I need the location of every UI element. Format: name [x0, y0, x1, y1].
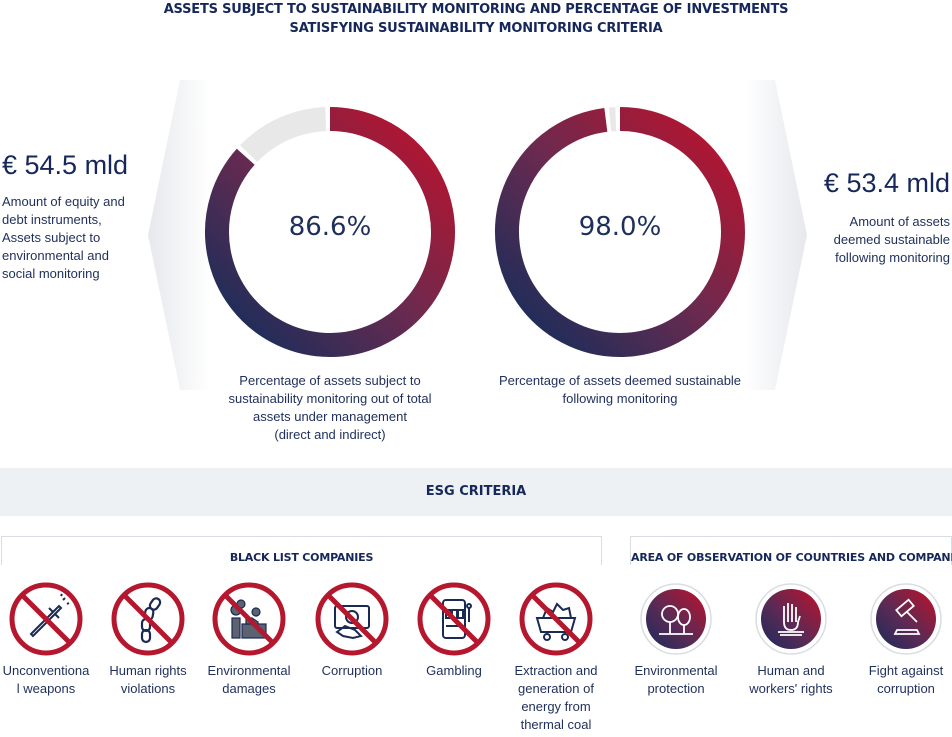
- donut-value-arc: [205, 107, 455, 357]
- item-label: Extraction and generation of energy from…: [506, 662, 606, 734]
- right-description: Amount of assets deemed sustainable foll…: [790, 213, 950, 267]
- title-line-2: SATISFYING SUSTAINABILITY MONITORING CRI…: [289, 21, 663, 36]
- item-label-line: damages: [222, 681, 276, 696]
- item-label-line: corruption: [877, 681, 935, 696]
- item-label-line: Fight against: [868, 663, 944, 678]
- item-label-line: violations: [120, 681, 176, 696]
- right-amount: € 53.4 mld: [823, 168, 950, 198]
- item-label-line: Environmental: [634, 663, 718, 678]
- missile-icon: [9, 582, 83, 656]
- item-label: Corruption: [302, 662, 402, 680]
- right-description-line: Amount of assets: [849, 214, 950, 229]
- left-description: Amount of equity and debt instruments, A…: [2, 193, 142, 283]
- left-chevron-shape: [148, 80, 210, 390]
- item-label-line: l weapons: [16, 681, 76, 696]
- gavel-icon: [870, 583, 942, 655]
- donut-ring-1: [205, 107, 455, 357]
- right-chevron-shape: [745, 80, 807, 390]
- left-description-line: Assets subject to: [2, 230, 101, 245]
- ring-2-caption: Percentage of assets deemed sustainable …: [480, 372, 760, 408]
- item-label-line: energy from: [521, 699, 591, 714]
- observation-title: AREA OF OBSERVATION OF COUNTRIES AND COM…: [631, 551, 952, 564]
- left-description-line: environmental and: [2, 248, 109, 263]
- ring-1-caption-line: Percentage of assets subject to: [239, 373, 421, 388]
- ring-2-value: 98.0%: [578, 212, 662, 242]
- left-description-line: social monitoring: [2, 266, 100, 281]
- factory-icon: [212, 582, 286, 656]
- item-label-line: Unconventiona: [2, 663, 90, 678]
- item-label: Fight against corruption: [856, 662, 952, 698]
- coal-cart-icon: [519, 582, 593, 656]
- left-description-line: debt instruments,: [2, 212, 102, 227]
- observation-item-human-workers-rights: Human and workers' rights: [741, 582, 841, 698]
- item-label-line: workers' rights: [749, 681, 833, 696]
- ring-1-value: 86.6%: [288, 212, 372, 242]
- left-panel: € 54.5 mld Amount of equity and debt ins…: [2, 150, 142, 283]
- black-list-title: BLACK LIST COMPANIES: [229, 551, 374, 564]
- item-label-line: Corruption: [321, 663, 383, 678]
- ring-1-caption: Percentage of assets subject to sustaina…: [200, 372, 460, 444]
- esg-criteria-header: ESG CRITERIA: [0, 468, 952, 516]
- observation-item-fight-against-corruption: Fight against corruption: [856, 582, 952, 698]
- ring-2-caption-line: Percentage of assets deemed sustainable: [498, 373, 742, 388]
- donut-value-arc: [495, 107, 745, 357]
- black-list-item-gambling: Gambling: [404, 582, 504, 680]
- donut-charts: [205, 107, 745, 357]
- item-label: Human rights violations: [98, 662, 198, 698]
- title-line-1: ASSETS SUBJECT TO SUSTAINABILITY MONITOR…: [163, 2, 789, 17]
- black-list-box: BLACK LIST COMPANIES: [1, 536, 602, 565]
- item-label-line: Human and: [757, 663, 825, 678]
- page-title: ASSETS SUBJECT TO SUSTAINABILITY MONITOR…: [0, 0, 952, 38]
- black-list-item-unconventional-weapons: Unconventiona l weapons: [0, 582, 96, 698]
- banknote-icon: [315, 582, 389, 656]
- right-panel: € 53.4 mld Amount of assets deemed susta…: [790, 168, 950, 267]
- item-label-line: Human rights: [109, 663, 187, 678]
- item-label-line: generation of: [518, 681, 594, 696]
- ring-1-caption-line: (direct and indirect): [274, 427, 386, 442]
- item-label-line: Extraction and: [514, 663, 598, 678]
- raised-hand-icon: [755, 583, 827, 655]
- observation-item-environmental-protection: Environmental protection: [626, 582, 726, 698]
- item-label: Environmental protection: [626, 662, 726, 698]
- item-label-line: Gambling: [426, 663, 482, 678]
- item-label-line: Environmental: [207, 663, 291, 678]
- left-amount: € 54.5 mld: [2, 150, 129, 180]
- black-list-item-human-rights-violations: Human rights violations: [98, 582, 198, 698]
- item-label: Human and workers' rights: [741, 662, 841, 698]
- left-description-line: Amount of equity and: [2, 194, 125, 209]
- chain-icon: [111, 582, 185, 656]
- trees-icon: [640, 583, 712, 655]
- right-description-line: following monitoring: [835, 250, 950, 265]
- right-description-line: deemed sustainable: [833, 232, 950, 247]
- item-label-line: thermal coal: [520, 717, 592, 732]
- black-list-item-thermal-coal: Extraction and generation of energy from…: [506, 582, 606, 734]
- item-label: Gambling: [404, 662, 504, 680]
- item-label: Environmental damages: [199, 662, 299, 698]
- item-label-line: protection: [647, 681, 705, 696]
- ring-1-caption-line: sustainability monitoring out of total: [228, 391, 432, 406]
- slot-machine-icon: [417, 582, 491, 656]
- donut-remainder-arc: [239, 107, 327, 163]
- observation-box: AREA OF OBSERVATION OF COUNTRIES AND COM…: [630, 536, 952, 565]
- item-label: Unconventiona l weapons: [0, 662, 96, 698]
- black-list-item-environmental-damages: Environmental damages: [199, 582, 299, 698]
- black-list-item-corruption: Corruption: [302, 582, 402, 680]
- ring-2-caption-line: following monitoring: [562, 391, 678, 406]
- donut-ring-2: [495, 107, 745, 357]
- ring-1-caption-line: assets under management: [253, 409, 407, 424]
